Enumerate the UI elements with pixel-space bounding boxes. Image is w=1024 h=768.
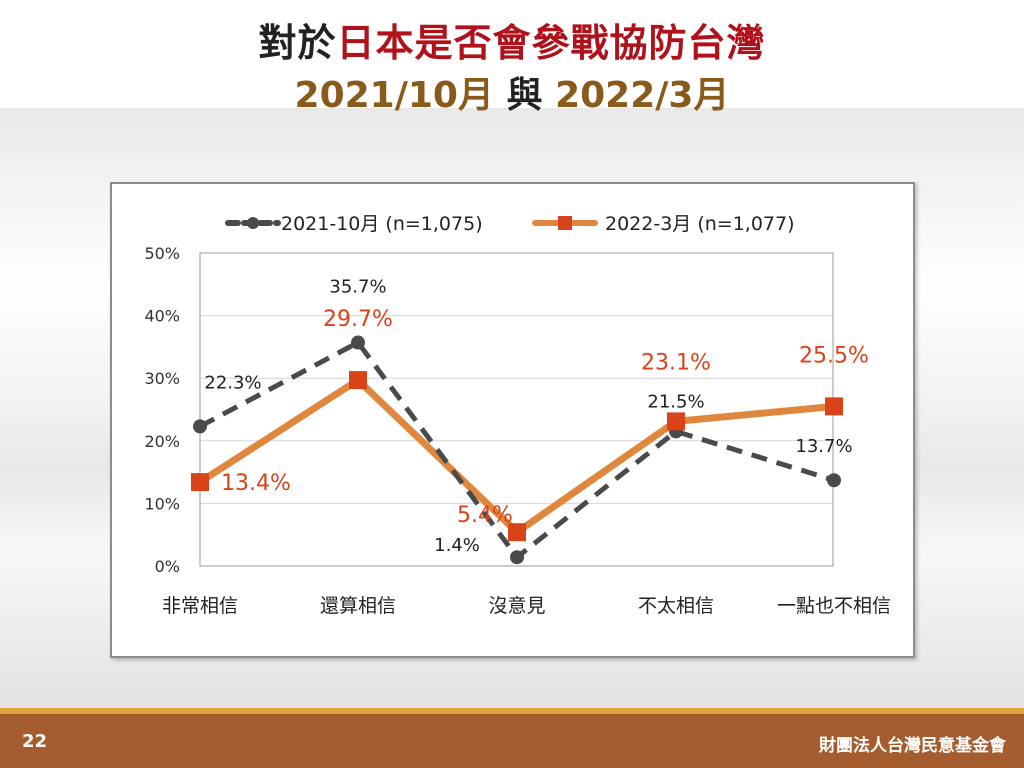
x-tick-label: 不太相信: [638, 595, 714, 617]
y-tick-label: 50%: [144, 244, 180, 263]
data-label-2021-10: 13.7%: [795, 436, 852, 457]
x-tick-label: 沒意見: [488, 595, 545, 617]
legend: 2021-10月 (n=1,075) 2022-3月 (n=1,077): [225, 213, 795, 235]
organization-name: 財團法人台灣民意基金會: [819, 736, 1006, 756]
data-labels: 22.3% 35.7% 1.4% 21.5% 13.7% 13.4% 29.7% 5.4% 23…: [204, 277, 869, 557]
point-2022-3: [349, 371, 367, 390]
x-tick-label: 非常相信: [162, 595, 238, 617]
legend-marker-circle: [247, 217, 259, 229]
subtitle-conjunction: 與: [493, 75, 556, 116]
y-tick-label: 40%: [144, 307, 180, 326]
y-tick-label: 0%: [155, 557, 180, 576]
x-tick-label: 還算相信: [320, 595, 396, 617]
data-label-2022-3: 25.5%: [799, 343, 869, 368]
page-title: 對於日本是否會參戰協防台灣: [0, 12, 1024, 67]
title-prefix: 對於: [258, 21, 337, 65]
data-label-2022-3: 29.7%: [323, 307, 393, 332]
y-tick-label: 20%: [144, 432, 180, 451]
point-2022-3: [667, 412, 685, 431]
legend-marker-square: [558, 216, 572, 230]
subtitle-date1: 2021/10月: [294, 75, 494, 116]
data-label-2021-10: 22.3%: [204, 372, 261, 393]
series-line-2022-3: [198, 376, 835, 536]
title-highlight: 日本是否會參戰協防台灣: [336, 21, 766, 65]
data-label-2022-3: 13.4%: [221, 471, 291, 496]
point-2021-10: [193, 419, 207, 434]
legend-label-2: 2022-3月 (n=1,077): [605, 213, 795, 235]
data-label-2022-3: 23.1%: [641, 350, 711, 375]
legend-label-1: 2021-10月 (n=1,075): [281, 213, 483, 235]
subtitle-date2: 2022/3月: [555, 75, 730, 116]
y-tick-label: 10%: [144, 494, 180, 513]
plot-area: [199, 252, 834, 567]
page-subtitle: 2021/10月 與 2022/3月: [0, 66, 1024, 118]
point-2021-10: [351, 335, 365, 350]
page-number: 22: [22, 731, 48, 752]
series: [191, 335, 843, 565]
data-label-2021-10: 35.7%: [329, 277, 386, 298]
point-2021-10: [510, 550, 524, 565]
point-2021-10: [827, 473, 841, 488]
chart-frame: [110, 182, 915, 658]
data-label-2021-10: 1.4%: [434, 535, 480, 556]
y-tick-label: 30%: [144, 369, 180, 388]
footer-accent-line: [0, 708, 1024, 714]
point-2022-3: [191, 473, 209, 492]
data-label-2022-3: 5.4%: [457, 503, 513, 528]
point-2022-3: [825, 397, 843, 416]
x-tick-label: 一點也不相信: [777, 595, 891, 617]
data-label-2021-10: 21.5%: [647, 391, 704, 412]
point-2022-3: [508, 523, 526, 542]
footer-bar: [0, 714, 1024, 768]
